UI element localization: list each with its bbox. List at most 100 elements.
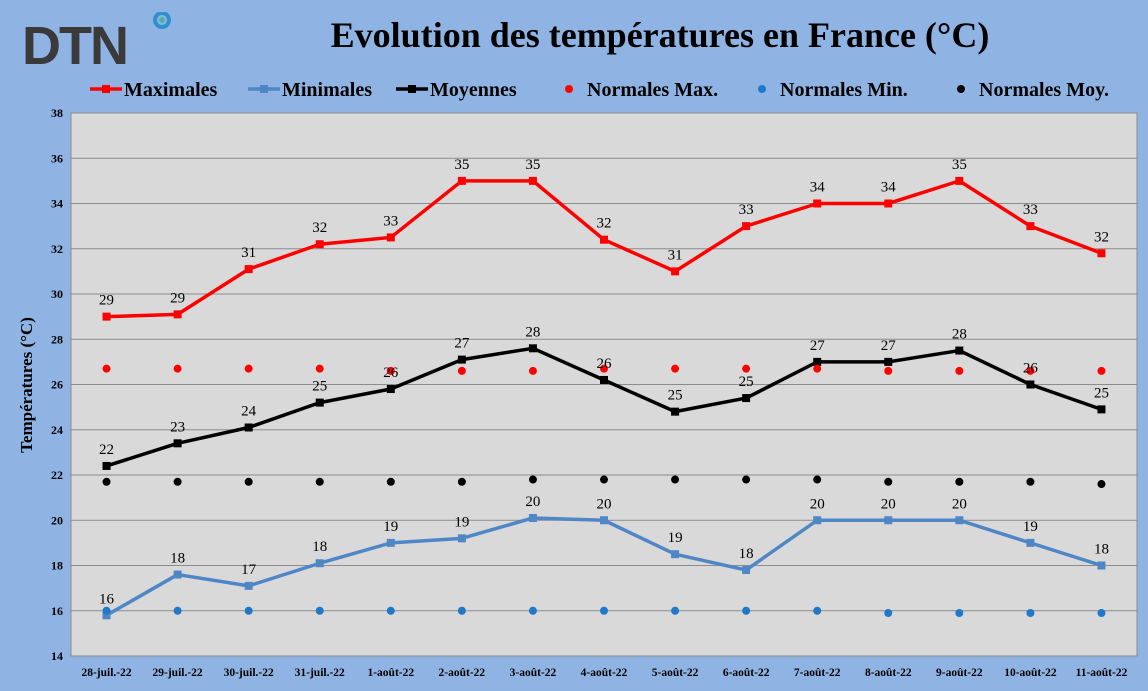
data-point-minimales xyxy=(528,513,537,522)
data-label-minimales: 20 xyxy=(597,496,612,512)
data-label-moyennes: 27 xyxy=(454,336,470,352)
x-tick-label: 3-août-22 xyxy=(510,667,557,679)
dtn-logo-text: DTN xyxy=(22,16,127,72)
data-label-minimales: 18 xyxy=(739,546,754,562)
data-label-maximales: 34 xyxy=(810,180,826,196)
x-tick-label: 10-août-22 xyxy=(1004,667,1057,679)
data-point-maximales xyxy=(315,240,324,249)
data-point-normales-moy xyxy=(742,475,751,484)
data-label-maximales: 35 xyxy=(525,157,540,173)
data-point-moyennes xyxy=(813,357,822,366)
data-point-normales-min xyxy=(955,609,964,618)
data-label-moyennes: 26 xyxy=(383,365,399,381)
legend-marker-minimales xyxy=(260,85,268,93)
data-label-moyennes: 28 xyxy=(952,327,967,343)
data-point-normales-min xyxy=(884,609,893,618)
data-point-normales-min xyxy=(244,606,253,615)
data-point-normales-moy xyxy=(315,477,324,486)
data-point-minimales xyxy=(742,566,751,575)
data-point-maximales xyxy=(813,199,822,208)
legend-label-maximales: Maximales xyxy=(124,79,218,101)
data-point-normales-max xyxy=(600,364,608,373)
data-label-moyennes: 27 xyxy=(881,338,897,354)
x-tick-label: 2-août-22 xyxy=(439,667,486,679)
legend-label-normales-max: Normales Max. xyxy=(587,79,718,101)
data-label-maximales: 34 xyxy=(881,180,897,196)
data-point-minimales xyxy=(671,550,680,559)
data-point-normales-moy xyxy=(102,477,111,486)
data-label-moyennes: 26 xyxy=(597,356,613,372)
x-tick-label: 8-août-22 xyxy=(865,667,912,679)
data-point-normales-min xyxy=(102,606,111,615)
y-tick-label: 20 xyxy=(51,513,63,527)
data-point-moyennes xyxy=(173,439,182,448)
data-point-minimales xyxy=(884,516,893,525)
data-point-maximales xyxy=(671,267,680,276)
x-tick-label: 30-juil.-22 xyxy=(224,667,274,679)
data-point-normales-moy xyxy=(884,477,893,486)
data-label-maximales: 33 xyxy=(1023,202,1038,218)
data-label-maximales: 33 xyxy=(383,213,398,229)
data-point-minimales xyxy=(813,516,822,525)
data-point-maximales xyxy=(884,199,893,208)
data-point-normales-min xyxy=(173,606,182,615)
data-label-minimales: 20 xyxy=(881,496,896,512)
data-point-normales-min xyxy=(386,606,395,615)
data-point-minimales xyxy=(315,559,324,568)
data-point-normales-moy xyxy=(813,475,822,484)
data-point-normales-max xyxy=(244,364,253,373)
legend-marker-normales-min xyxy=(758,85,766,93)
y-tick-label: 34 xyxy=(51,197,63,211)
data-point-normales-max xyxy=(102,364,111,373)
x-tick-label: 28-juil.-22 xyxy=(81,667,131,679)
data-label-minimales: 18 xyxy=(312,539,327,555)
data-point-minimales xyxy=(1097,561,1106,570)
data-label-minimales: 20 xyxy=(952,496,967,512)
data-point-normales-max xyxy=(884,366,893,375)
data-label-maximales: 31 xyxy=(241,245,256,261)
data-point-normales-moy xyxy=(386,477,395,486)
y-tick-label: 32 xyxy=(51,242,63,256)
data-point-normales-moy xyxy=(600,475,608,484)
data-label-maximales: 32 xyxy=(597,216,612,232)
data-point-normales-max xyxy=(742,364,751,373)
data-point-normales-moy xyxy=(528,475,537,484)
data-point-minimales xyxy=(457,534,466,543)
data-point-minimales xyxy=(173,570,182,579)
data-point-maximales xyxy=(244,265,253,274)
data-point-normales-moy xyxy=(457,477,466,486)
data-point-maximales xyxy=(600,235,608,244)
data-point-minimales xyxy=(386,538,395,547)
dtn-logo-ring-inner xyxy=(159,17,165,23)
legend-label-moyennes: Moyennes xyxy=(430,79,517,101)
data-point-normales-max xyxy=(315,364,324,373)
y-tick-label: 38 xyxy=(51,106,63,120)
data-point-normales-max xyxy=(528,366,537,375)
data-label-moyennes: 27 xyxy=(810,338,826,354)
data-point-moyennes xyxy=(1097,405,1106,414)
data-label-minimales: 18 xyxy=(170,551,185,567)
x-tick-label: 31-juil.-22 xyxy=(295,667,345,679)
data-label-minimales: 19 xyxy=(668,530,683,546)
data-point-normales-max xyxy=(671,364,680,373)
x-tick-label: 11-août-22 xyxy=(1076,667,1128,679)
data-point-maximales xyxy=(528,176,537,185)
data-point-moyennes xyxy=(386,385,395,394)
data-label-minimales: 16 xyxy=(99,591,115,607)
data-label-moyennes: 25 xyxy=(739,374,754,390)
data-point-minimales xyxy=(955,516,964,525)
x-tick-label: 7-août-22 xyxy=(794,667,841,679)
data-point-normales-min xyxy=(671,606,680,615)
data-label-moyennes: 23 xyxy=(170,419,185,435)
data-label-minimales: 20 xyxy=(525,494,540,510)
data-label-maximales: 35 xyxy=(454,157,469,173)
data-point-moyennes xyxy=(457,355,466,364)
data-point-normales-min xyxy=(528,606,537,615)
data-label-maximales: 31 xyxy=(668,247,683,263)
data-point-moyennes xyxy=(671,407,680,416)
data-point-minimales xyxy=(1026,538,1035,547)
data-label-minimales: 19 xyxy=(1023,519,1038,535)
data-point-normales-moy xyxy=(1097,480,1106,489)
y-tick-label: 24 xyxy=(51,423,63,437)
data-point-normales-min xyxy=(315,606,324,615)
